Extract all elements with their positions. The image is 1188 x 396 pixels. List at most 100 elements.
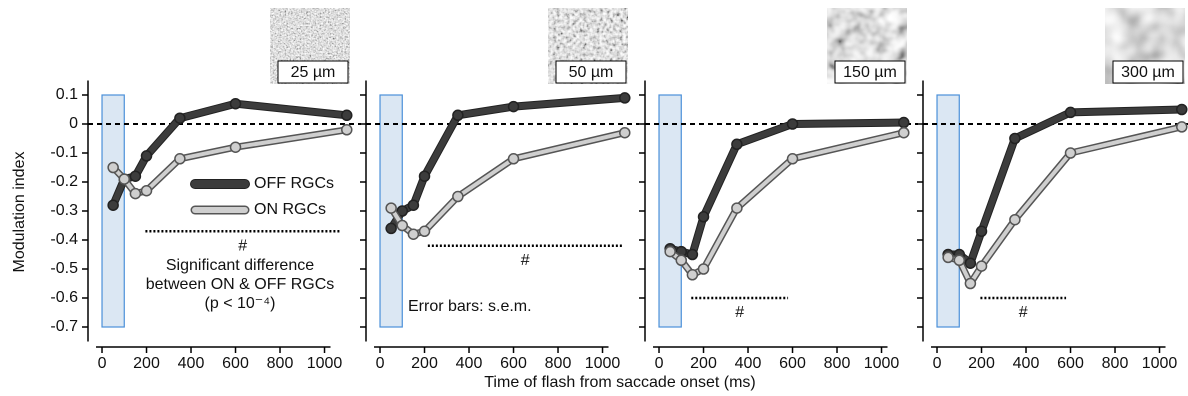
data-point xyxy=(174,153,186,165)
x-tick-label: 400 xyxy=(735,355,762,372)
x-tick-label: 1000 xyxy=(307,355,343,372)
data-point xyxy=(1176,121,1188,133)
data-point xyxy=(964,257,977,269)
x-tick-label: 1000 xyxy=(585,355,621,372)
data-point xyxy=(731,202,743,214)
data-point xyxy=(341,124,353,136)
data-point xyxy=(686,248,699,261)
image-label: 50 µm xyxy=(569,64,614,81)
data-point xyxy=(396,219,409,232)
image-label-box xyxy=(555,60,627,84)
data-point xyxy=(107,161,119,174)
x-tick-label: 600 xyxy=(222,355,249,372)
data-point xyxy=(396,205,409,217)
annotation: Significant difference xyxy=(166,257,314,274)
data-point xyxy=(942,251,954,264)
data-point xyxy=(975,260,988,272)
x-tick-label: 1000 xyxy=(1142,355,1178,372)
saccade-window xyxy=(101,94,125,328)
data-point xyxy=(174,112,186,124)
saccade-window xyxy=(936,94,960,328)
data-point xyxy=(418,170,431,182)
data-point xyxy=(140,150,153,162)
data-point xyxy=(898,126,910,139)
image-label: 300 µm xyxy=(1121,64,1175,81)
x-tick-label: 800 xyxy=(824,355,851,372)
data-point xyxy=(129,187,142,200)
y-tick-label: -0.6 xyxy=(50,289,78,306)
x-tick-label: 400 xyxy=(456,355,483,372)
series-line xyxy=(389,130,626,237)
x-tick-label: 600 xyxy=(1057,355,1084,372)
significance-mark: # xyxy=(1019,304,1028,321)
data-point xyxy=(1064,106,1077,119)
data-point xyxy=(129,170,142,182)
data-point xyxy=(140,184,153,197)
y-tick-label: -0.4 xyxy=(50,231,78,248)
image-label-box xyxy=(1112,60,1184,84)
y-tick-label: -0.5 xyxy=(50,260,78,277)
x-tick-label: 600 xyxy=(779,355,806,372)
data-point xyxy=(619,126,631,139)
data-point xyxy=(1064,147,1077,159)
data-point xyxy=(675,254,688,267)
data-point xyxy=(507,153,520,165)
data-point xyxy=(786,118,799,130)
data-point xyxy=(385,202,397,214)
x-tick-label: 200 xyxy=(411,355,438,372)
y-tick-label: 0.1 xyxy=(56,86,78,103)
x-tick-label: 800 xyxy=(1102,355,1129,372)
data-point xyxy=(407,199,420,211)
data-point xyxy=(229,97,242,110)
y-tick-label: -0.1 xyxy=(50,144,78,161)
data-point xyxy=(107,199,119,211)
series-outline xyxy=(947,123,1183,287)
data-point xyxy=(731,138,743,151)
data-point xyxy=(664,245,676,258)
x-tick-label: 0 xyxy=(933,355,942,372)
data-point xyxy=(229,141,242,153)
data-point xyxy=(697,263,710,275)
data-point xyxy=(507,100,520,113)
y-axis-label: Modulation index xyxy=(11,152,28,273)
annotation: (p < 10⁻⁴) xyxy=(205,295,276,312)
data-point xyxy=(452,109,464,122)
legend-label: ON RGCs xyxy=(254,201,326,218)
series-outline xyxy=(388,129,626,238)
y-tick-label: -0.2 xyxy=(50,173,78,190)
data-point xyxy=(1176,103,1188,116)
significance-mark: # xyxy=(521,252,530,269)
x-tick-label: 0 xyxy=(655,355,664,372)
data-point xyxy=(341,109,353,122)
data-point xyxy=(786,153,799,165)
x-tick-label: 200 xyxy=(133,355,160,372)
x-tick-label: 600 xyxy=(500,355,527,372)
y-tick-label: -0.7 xyxy=(50,318,78,335)
x-tick-label: 800 xyxy=(545,355,572,372)
significance-mark: # xyxy=(238,238,247,255)
image-label-box xyxy=(277,60,349,84)
data-point xyxy=(697,211,710,223)
x-tick-label: 400 xyxy=(1013,355,1040,372)
annotation: Error bars: s.e.m. xyxy=(408,298,532,315)
x-tick-label: 1000 xyxy=(864,355,900,372)
saccade-window xyxy=(658,94,682,328)
x-tick-label: 400 xyxy=(178,355,205,372)
x-tick-label: 0 xyxy=(376,355,385,372)
x-axis-label: Time of flash from saccade onset (ms) xyxy=(484,374,756,391)
data-point xyxy=(686,269,699,281)
image-label: 150 µm xyxy=(843,64,897,81)
data-point xyxy=(1009,132,1021,145)
data-point xyxy=(898,116,910,129)
data-point xyxy=(1009,213,1021,226)
data-point xyxy=(964,277,977,290)
data-point xyxy=(118,173,131,185)
data-point xyxy=(953,254,966,267)
data-point xyxy=(385,222,397,235)
image-label: 25 µm xyxy=(291,64,336,81)
x-tick-label: 0 xyxy=(98,355,107,372)
x-tick-label: 200 xyxy=(968,355,995,372)
data-point xyxy=(452,190,464,203)
data-point xyxy=(619,92,631,104)
